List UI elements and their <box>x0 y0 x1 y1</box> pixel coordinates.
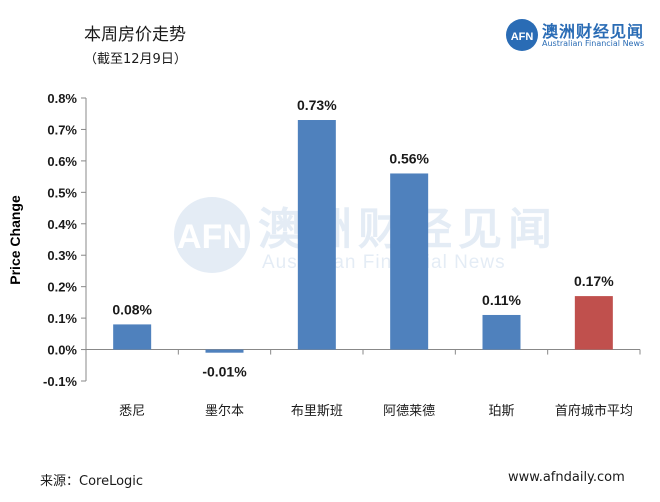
x-tick-label: 布里斯班 <box>291 404 343 419</box>
y-tick-label: 0.2% <box>47 280 77 295</box>
x-tick-label: 悉尼 <box>119 404 145 419</box>
x-tick-label: 阿德莱德 <box>383 404 435 419</box>
x-tick-label: 墨尔本 <box>205 404 244 419</box>
y-tick-label: 0.4% <box>47 217 77 232</box>
data-label: 0.73% <box>297 97 337 113</box>
plot-area: 0.8% 0.7% 0.6% 0.5% 0.4% 0.3% 0.2% 0.1% 0.0% -0.1… <box>43 91 641 419</box>
x-tick-label: 珀斯 <box>488 404 514 419</box>
y-tick-label: -0.1% <box>43 374 77 389</box>
bar <box>297 120 336 350</box>
bar <box>113 324 152 350</box>
source-note: 来源：CoreLogic <box>40 474 144 489</box>
logo-name-cn: 澳洲财经见闻 <box>542 22 645 41</box>
site-url: www.afndaily.com <box>508 470 625 485</box>
data-label: 0.08% <box>112 301 152 317</box>
y-tick-label: 0.5% <box>47 185 77 200</box>
bar <box>205 349 244 353</box>
y-tick-label: 0.1% <box>47 311 77 326</box>
bar <box>574 296 613 350</box>
y-axis-label: Price Change <box>7 195 23 285</box>
data-label: -0.01% <box>202 364 247 380</box>
afn-logo-icon: AFN <box>506 19 538 51</box>
x-tick-label: 首府城市平均 <box>555 403 633 419</box>
afn-logo: AFN 澳洲财经见闻 Australian Financial News <box>505 18 655 54</box>
afn-watermark: AFN 澳洲财经见闻 Australian Financial News <box>174 197 552 273</box>
y-tick-label: 0.3% <box>47 248 77 263</box>
data-label: 0.56% <box>389 150 429 166</box>
data-label: 0.11% <box>482 292 521 308</box>
y-tick-label: 0.6% <box>47 154 77 169</box>
bar <box>390 173 429 350</box>
logo-name-en: Australian Financial News <box>542 39 645 48</box>
y-tick-label: 0.8% <box>47 91 77 106</box>
watermark-mark: AFN <box>177 218 247 256</box>
chart-subtitle: （截至12月9日） <box>84 52 187 67</box>
afn-logo-mark: AFN <box>511 31 534 43</box>
chart-title: 本周房价走势 <box>84 25 186 45</box>
data-label: 0.17% <box>574 273 614 289</box>
y-tick-label: 0.7% <box>47 122 77 137</box>
bar <box>482 314 521 350</box>
y-tick-label: 0.0% <box>47 343 77 358</box>
